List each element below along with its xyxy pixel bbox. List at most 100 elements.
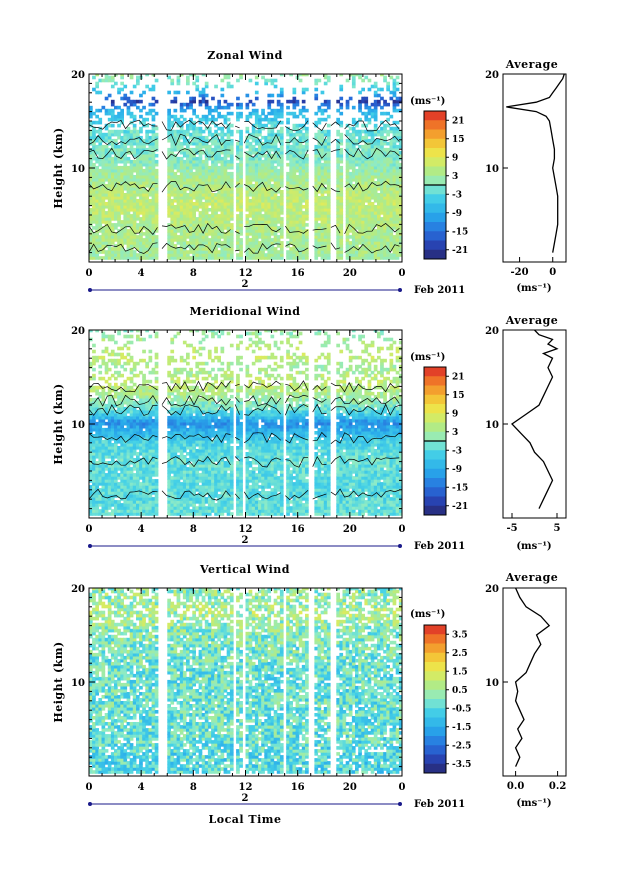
heatmap-cell xyxy=(292,232,297,236)
heatmap-cell xyxy=(214,235,218,239)
heatmap-cell xyxy=(207,156,212,161)
heatmap-cell xyxy=(142,232,146,236)
heatmap-cell xyxy=(189,244,193,248)
heatmap-cell xyxy=(98,150,103,155)
heatmap-cell xyxy=(351,75,356,80)
colorbar-swatch xyxy=(424,240,446,251)
heatmap-cell xyxy=(395,178,400,182)
heatmap-cell xyxy=(355,129,359,134)
heatmap-cell xyxy=(92,464,96,468)
heatmap-cell xyxy=(276,159,281,164)
heatmap-cell xyxy=(170,162,175,167)
heatmap-cell xyxy=(117,123,121,128)
heatmap-cell xyxy=(367,220,372,224)
heatmap-cell xyxy=(198,238,203,242)
heatmap-cell xyxy=(170,165,175,170)
heatmap-cell xyxy=(170,208,175,212)
heatmap-cell xyxy=(107,175,112,179)
heatmap-cell xyxy=(323,235,328,239)
heatmap-cell xyxy=(132,150,137,155)
heatmap-cell xyxy=(110,373,115,378)
heatmap-cell xyxy=(182,135,187,140)
heatmap-cell xyxy=(101,458,106,462)
heatmap-cell xyxy=(248,247,253,251)
heatmap-cell xyxy=(386,196,390,200)
heatmap-cell xyxy=(214,105,218,110)
heatmap-cell xyxy=(148,175,153,179)
heatmap-cell xyxy=(110,421,115,426)
heatmap-cell xyxy=(339,74,344,77)
heatmap-cell xyxy=(92,75,96,80)
heatmap-cell xyxy=(358,190,362,194)
heatmap-cell xyxy=(380,244,384,248)
heatmap-cell xyxy=(217,190,221,194)
heatmap-cell xyxy=(89,202,93,206)
heatmap-cell xyxy=(186,153,190,158)
heatmap-cell xyxy=(182,238,187,242)
heatmap-cell xyxy=(355,238,359,242)
heatmap-cell xyxy=(186,250,190,254)
heatmap-cell xyxy=(170,220,175,224)
heatmap-cell xyxy=(92,111,96,116)
heatmap-cell xyxy=(248,199,253,203)
heatmap-cell xyxy=(110,358,115,363)
heatmap-cell xyxy=(289,181,293,185)
heatmap-cell xyxy=(207,229,212,233)
heatmap-cell xyxy=(129,202,134,206)
heatmap-cell xyxy=(217,250,221,254)
heatmap-cell xyxy=(120,253,124,257)
heatmap-cell xyxy=(95,424,99,429)
heatmap-cell xyxy=(383,184,387,188)
heatmap-cell xyxy=(186,241,190,245)
heatmap-cell xyxy=(326,190,331,194)
heatmap-cell xyxy=(267,159,272,164)
heatmap-cell xyxy=(170,217,175,221)
heatmap-cell xyxy=(151,156,156,161)
heatmap-cell xyxy=(167,120,171,125)
heatmap-cell xyxy=(214,123,218,128)
heatmap-cell xyxy=(264,211,268,215)
heatmap-cell xyxy=(229,156,234,161)
heatmap-cell xyxy=(95,452,99,456)
heatmap-cell xyxy=(251,238,256,242)
heatmap-cell xyxy=(195,75,200,80)
heatmap-cell xyxy=(317,156,322,161)
heatmap-cell xyxy=(377,178,381,182)
heatmap-cell xyxy=(358,217,362,221)
heatmap-cell xyxy=(261,220,265,224)
heatmap-cell xyxy=(110,84,115,89)
heatmap-cell xyxy=(170,232,175,236)
heatmap-cell xyxy=(392,126,397,131)
heatmap-cell xyxy=(114,175,118,179)
heatmap-cell xyxy=(107,147,112,152)
heatmap-cell xyxy=(154,111,159,116)
heatmap-cell xyxy=(92,144,96,149)
heatmap-cell xyxy=(98,147,103,152)
heatmap-cell xyxy=(198,229,203,233)
heatmap-cell xyxy=(101,434,106,438)
heatmap-cell xyxy=(101,388,106,393)
heatmap-cell xyxy=(226,141,231,146)
heatmap-cell xyxy=(402,217,406,221)
heatmap-cell xyxy=(386,205,390,209)
heatmap-cell xyxy=(295,199,300,203)
heatmap-cell xyxy=(295,241,300,245)
heatmap-cell xyxy=(107,214,112,218)
heatmap-cell xyxy=(95,406,99,411)
heatmap-cell xyxy=(126,147,131,152)
heatmap-cell xyxy=(107,190,112,194)
heatmap-cell xyxy=(136,187,140,191)
heatmap-cell xyxy=(358,150,362,155)
heatmap-cell xyxy=(101,171,106,176)
heatmap-cell xyxy=(317,153,322,158)
heatmap-cell xyxy=(92,376,96,381)
heatmap-cell xyxy=(279,250,284,254)
heatmap-cell xyxy=(126,205,131,209)
heatmap-cell xyxy=(258,199,262,203)
heatmap-cell xyxy=(89,400,93,405)
heatmap-cell xyxy=(201,220,206,224)
heatmap-cell xyxy=(110,406,115,411)
heatmap-cell xyxy=(305,74,309,77)
heatmap-cell xyxy=(151,256,156,260)
heatmap-cell xyxy=(129,111,134,116)
